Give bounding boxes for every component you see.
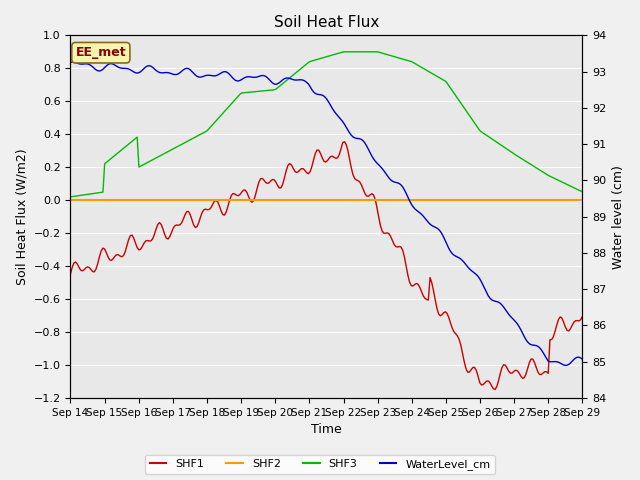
SHF2 (100, 197, 108, 203)
Text: EE_met: EE_met (76, 46, 126, 59)
SHF1 (371, 197, 379, 203)
WaterLevel_cm (561, 362, 569, 368)
SHF1 (492, 386, 499, 392)
Y-axis label: Soil Heat Flux (W/m2): Soil Heat Flux (W/m2) (15, 148, 28, 285)
WaterLevel_cm (579, 356, 586, 362)
SHF3 (381, 51, 389, 57)
WaterLevel_cm (70, 59, 77, 65)
WaterLevel_cm (381, 170, 389, 176)
SHF1 (579, 313, 586, 319)
SHF1 (534, 369, 542, 375)
Line: SHF3: SHF3 (70, 52, 582, 197)
WaterLevel_cm (373, 160, 381, 166)
SHF1 (381, 230, 389, 236)
SHF3 (373, 49, 381, 55)
SHF3 (68, 194, 76, 200)
SHF3 (532, 165, 540, 171)
WaterLevel_cm (67, 60, 74, 65)
Legend: SHF1, SHF2, SHF3, WaterLevel_cm: SHF1, SHF2, SHF3, WaterLevel_cm (145, 455, 495, 474)
Line: WaterLevel_cm: WaterLevel_cm (70, 62, 582, 365)
SHF1 (68, 264, 76, 270)
SHF3 (67, 194, 74, 200)
SHF1 (373, 204, 381, 210)
SHF3 (371, 49, 379, 55)
Line: SHF1: SHF1 (70, 142, 582, 389)
SHF1 (502, 362, 509, 368)
SHF1 (340, 139, 348, 144)
WaterLevel_cm (68, 59, 76, 65)
SHF3 (500, 144, 508, 150)
WaterLevel_cm (371, 158, 379, 164)
SHF2 (67, 197, 74, 203)
WaterLevel_cm (500, 304, 508, 310)
Title: Soil Heat Flux: Soil Heat Flux (274, 15, 379, 30)
WaterLevel_cm (532, 343, 540, 348)
SHF3 (579, 189, 586, 195)
SHF1 (67, 271, 74, 277)
Y-axis label: Water level (cm): Water level (cm) (612, 165, 625, 269)
SHF3 (340, 49, 348, 55)
X-axis label: Time: Time (311, 423, 342, 436)
